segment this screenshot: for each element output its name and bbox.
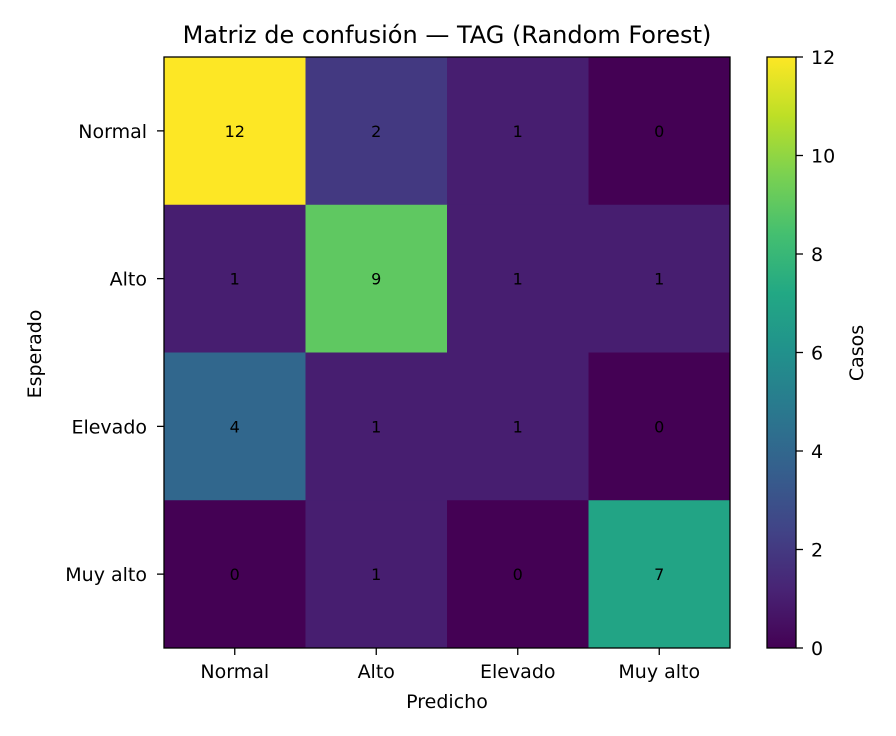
heatmap-cell [305, 57, 448, 206]
cell-value-label: 1 [371, 565, 381, 584]
cell-value-label: 1 [371, 417, 381, 436]
heatmap-cell [588, 57, 731, 206]
x-tick-label: Elevado [480, 661, 556, 683]
y-tick-label: Elevado [71, 416, 147, 438]
heatmap-cell [164, 204, 306, 353]
y-tick-label: Normal [78, 121, 147, 143]
heatmap-cell [447, 500, 589, 649]
cell-value-label: 7 [654, 565, 664, 584]
colorbar-tick-label: 4 [811, 441, 823, 463]
cell-value-label: 2 [371, 122, 381, 141]
heatmap-cell [447, 57, 589, 206]
x-tick-label: Alto [358, 661, 395, 683]
x-axis-label: Predicho [406, 691, 488, 713]
colorbar-tick-label: 8 [811, 244, 823, 266]
heatmap-cell [447, 204, 589, 353]
colorbar-tick-label: 2 [811, 540, 823, 562]
heatmap-cell [164, 352, 306, 501]
cell-value-label: 1 [654, 270, 664, 289]
cell-value-label: 12 [225, 122, 245, 141]
cell-value-label: 0 [654, 122, 664, 141]
heatmap-cell [588, 352, 731, 501]
heatmap-cell [588, 204, 731, 353]
colorbar-tick-label: 10 [811, 146, 835, 168]
cell-value-label: 1 [513, 417, 523, 436]
heatmap-cell [447, 352, 589, 501]
colorbar [766, 56, 797, 649]
y-axis-ticks: Normal Alto Elevado Muy alto [65, 121, 164, 586]
chart-title: Matriz de confusión — TAG (Random Forest… [183, 21, 712, 49]
cell-value-label: 0 [513, 565, 523, 584]
colorbar-label: Casos [846, 325, 868, 381]
heatmap-cell [305, 204, 448, 353]
x-tick-label: Muy alto [618, 661, 700, 683]
y-tick-label: Muy alto [65, 564, 147, 586]
heatmap-cell [164, 57, 306, 206]
heatmap-cell [305, 352, 448, 501]
x-tick-label: Normal [200, 661, 269, 683]
cell-value-label: 1 [513, 122, 523, 141]
cell-value-labels: 12 2 1 0 1 9 1 1 4 1 1 0 0 1 0 7 [225, 122, 665, 584]
cell-value-label: 1 [513, 270, 523, 289]
cell-value-label: 9 [371, 270, 381, 289]
cell-value-label: 4 [230, 417, 240, 436]
y-axis-label: Esperado [24, 310, 46, 399]
heatmap-cell [305, 500, 448, 649]
cell-value-label: 0 [230, 565, 240, 584]
heatmap-cell [164, 500, 306, 649]
x-axis-ticks: Normal Alto Elevado Muy alto [200, 648, 700, 683]
plot-frame [163, 56, 731, 649]
y-tick-label: Alto [110, 269, 147, 291]
cell-value-label: 0 [654, 417, 664, 436]
heatmap-cells [164, 57, 731, 649]
heatmap-cell [588, 500, 731, 649]
colorbar-ticks: 0 2 4 6 8 10 12 [796, 47, 835, 660]
colorbar-tick-label: 12 [811, 47, 835, 69]
colorbar-tick-label: 0 [811, 638, 823, 660]
colorbar-tick-label: 6 [811, 343, 823, 365]
cell-value-label: 1 [230, 270, 240, 289]
